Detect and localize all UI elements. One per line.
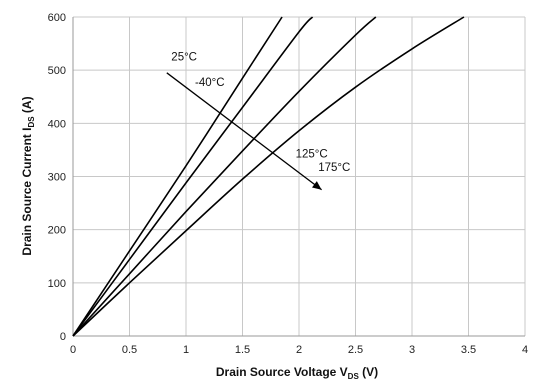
series-line-1: [72, 16, 283, 337]
temperature-arrow-head: [312, 181, 322, 190]
temperature-arrow: [166, 72, 322, 191]
y-tick-label: 600: [48, 12, 66, 24]
x-tick-label: 4: [522, 344, 528, 356]
y-tick-label: 300: [48, 172, 66, 184]
x-tick-label: 3: [409, 344, 415, 356]
x-tick-label: 3.5: [461, 344, 476, 356]
y-tick-label: 100: [48, 278, 66, 290]
annotation-label: 25°C: [171, 52, 197, 64]
ticks: 0 0.5 1 1.5 2 2.5 3 3.5 4 0 100 200 300 400 500 600: [48, 12, 528, 356]
series-line-3: [72, 16, 377, 337]
x-tick-label: 2: [296, 344, 302, 356]
annotation-label: 175°C: [318, 162, 350, 174]
series-line-4: [72, 16, 465, 337]
x-tick-label: 1.5: [235, 344, 250, 356]
grid: [72, 16, 526, 337]
x-axis-title: Drain Source Voltage VDS (V): [216, 365, 378, 381]
y-axis-title: Drain Source Current IDS (A): [20, 96, 36, 255]
series-layer: [72, 16, 465, 337]
annotation-layer: 25°C -40°C 125°C 175°C: [166, 52, 350, 191]
y-tick-label: 500: [48, 65, 66, 77]
x-tick-label: 0.5: [122, 344, 137, 356]
y-tick-label: 400: [48, 118, 66, 130]
series-line-2: [72, 16, 314, 337]
annotation-label: -40°C: [195, 77, 225, 89]
annotation-label: 125°C: [296, 148, 328, 160]
x-tick-label: 2.5: [348, 344, 363, 356]
x-tick-label: 0: [70, 344, 76, 356]
y-tick-label: 0: [60, 331, 66, 343]
y-tick-label: 200: [48, 225, 66, 237]
x-tick-label: 1: [183, 344, 189, 356]
